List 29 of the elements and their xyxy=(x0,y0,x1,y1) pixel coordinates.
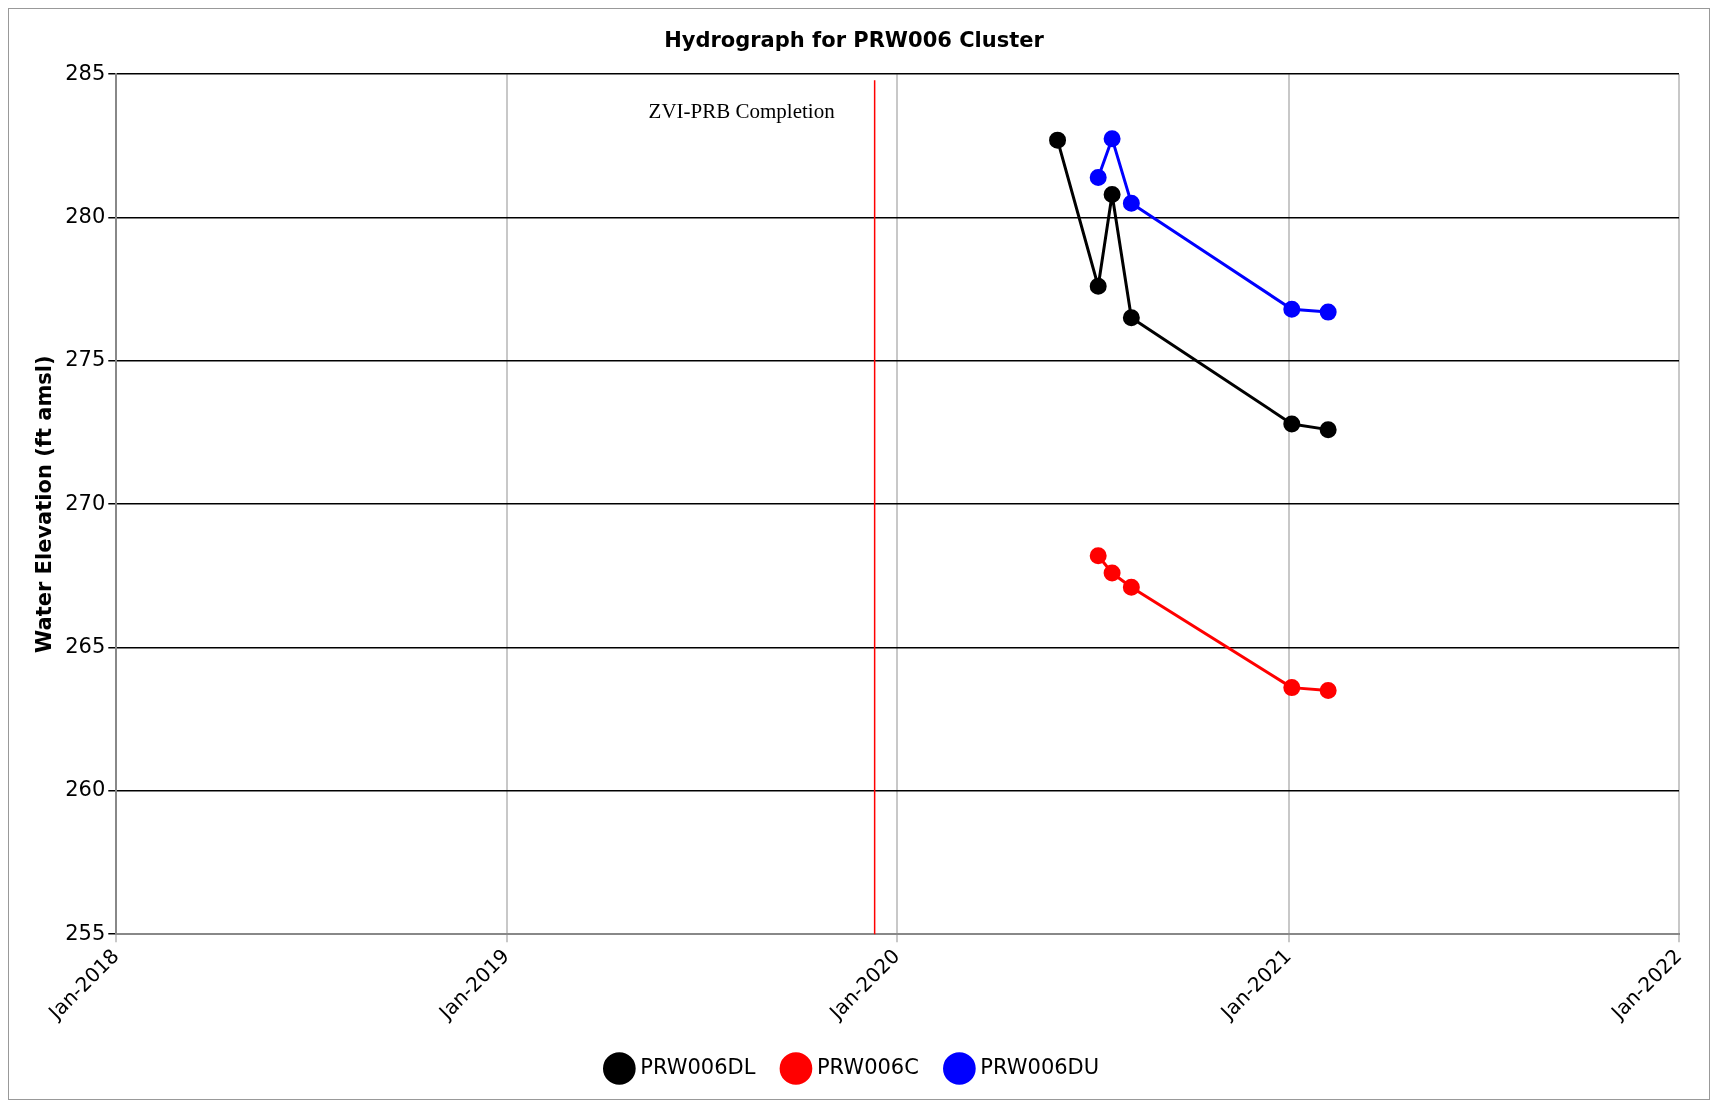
point xyxy=(1089,277,1107,295)
y-tick-label: 270 xyxy=(65,490,106,515)
y-tick-label: 260 xyxy=(65,777,106,802)
point xyxy=(1103,564,1121,582)
ref-line-label: ZVI-PRB Completion xyxy=(648,98,836,123)
point xyxy=(1049,131,1067,149)
y-tick-label: 285 xyxy=(65,60,106,85)
y-tick-label: 265 xyxy=(65,633,106,658)
point xyxy=(1283,415,1301,433)
point xyxy=(1319,681,1337,699)
point xyxy=(1319,303,1337,321)
legend-label: PRW006DL xyxy=(640,1054,756,1079)
y-tick-label: 280 xyxy=(65,203,106,228)
y-axis-title: Water Elevation (ft amsl) xyxy=(32,355,57,653)
point xyxy=(1103,186,1121,204)
point xyxy=(1103,130,1121,148)
chart-title: Hydrograph for PRW006 Cluster xyxy=(664,28,1045,53)
legend-label: PRW006DU xyxy=(980,1054,1100,1079)
point xyxy=(1122,578,1140,596)
point xyxy=(1122,194,1140,212)
y-tick-label: 255 xyxy=(65,920,106,945)
point xyxy=(1089,168,1107,186)
point xyxy=(1319,421,1337,439)
point xyxy=(1089,547,1107,565)
point xyxy=(1283,679,1301,697)
point xyxy=(1122,309,1140,327)
point xyxy=(1283,300,1301,318)
legend-label: PRW006C xyxy=(816,1054,919,1079)
y-tick-label: 275 xyxy=(65,347,106,372)
